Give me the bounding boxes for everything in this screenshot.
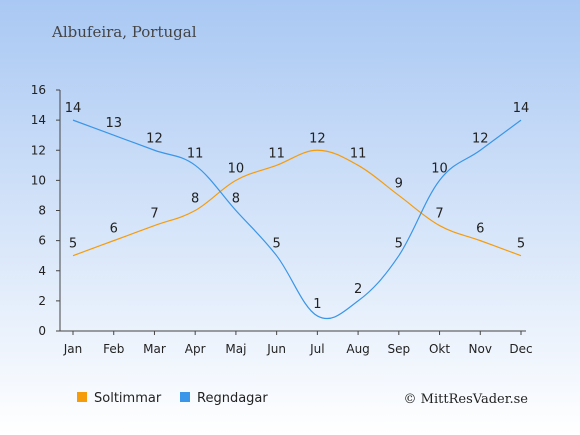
data-label-regndagar: 13 <box>105 116 122 131</box>
data-label-soltimmar: 11 <box>268 146 285 161</box>
data-label-regndagar: 14 <box>65 101 82 116</box>
data-label-regndagar: 5 <box>272 237 280 252</box>
y-tick-label: 6 <box>38 234 46 248</box>
x-tick-label: Jul <box>309 342 324 356</box>
x-tick-label: Mar <box>143 342 166 356</box>
chart-title: Albufeira, Portugal <box>51 23 197 41</box>
data-label-soltimmar: 7 <box>435 207 443 222</box>
data-label-regndagar: 10 <box>431 161 448 176</box>
x-tick-label: Jan <box>63 342 83 356</box>
data-label-regndagar: 1 <box>313 297 321 312</box>
data-label-regndagar: 14 <box>513 101 530 116</box>
data-label-soltimmar: 5 <box>69 237 77 252</box>
legend-label-soltimmar: Soltimmar <box>94 391 162 406</box>
x-tick-label: Maj <box>225 342 246 356</box>
y-tick-label: 10 <box>31 173 46 187</box>
data-label-soltimmar: 7 <box>150 207 158 222</box>
x-tick-label: Sep <box>388 342 411 356</box>
data-label-soltimmar: 11 <box>350 146 367 161</box>
x-tick-label: Dec <box>509 342 532 356</box>
y-tick-label: 8 <box>38 204 46 218</box>
series-layer <box>72 119 522 320</box>
data-label-soltimmar: 12 <box>309 131 326 146</box>
credit-text: © MittResVader.se <box>404 392 529 407</box>
series-line-regndagar <box>72 119 522 320</box>
legend-label-regndagar: Regndagar <box>197 391 268 406</box>
data-label-regndagar: 12 <box>146 131 163 146</box>
legend-swatch-regndagar <box>180 392 190 402</box>
data-label-regndagar: 12 <box>472 131 489 146</box>
series-line-soltimmar <box>72 149 522 257</box>
data-label-regndagar: 2 <box>354 282 362 297</box>
data-label-soltimmar: 5 <box>517 237 525 252</box>
data-label-regndagar: 11 <box>187 146 204 161</box>
y-tick-label: 14 <box>31 113 46 127</box>
data-label-regndagar: 8 <box>232 192 240 207</box>
y-tick-label: 4 <box>38 264 46 278</box>
data-label-regndagar: 5 <box>395 237 403 252</box>
data-label-soltimmar: 10 <box>228 161 245 176</box>
y-tick-label: 0 <box>38 324 46 338</box>
x-tick-label: Feb <box>103 342 124 356</box>
x-tick-label: Okt <box>429 342 450 356</box>
y-tick-label: 2 <box>38 294 46 308</box>
data-label-soltimmar: 6 <box>110 222 118 237</box>
y-tick-label: 16 <box>31 83 46 97</box>
data-label-soltimmar: 9 <box>395 176 403 191</box>
x-tick-label: Jun <box>266 342 286 356</box>
data-label-soltimmar: 6 <box>476 222 484 237</box>
x-tick-label: Aug <box>346 342 369 356</box>
legend: Soltimmar Regndagar <box>77 391 268 406</box>
legend-swatch-soltimmar <box>77 392 87 402</box>
x-tick-label: Nov <box>469 342 492 356</box>
data-label-soltimmar: 8 <box>191 192 199 207</box>
x-tick-label: Apr <box>185 342 206 356</box>
y-tick-label: 12 <box>31 143 46 157</box>
